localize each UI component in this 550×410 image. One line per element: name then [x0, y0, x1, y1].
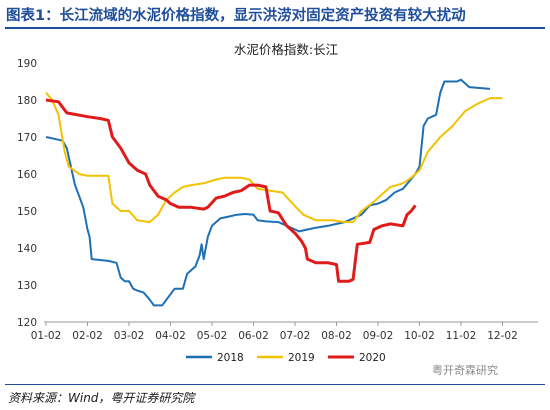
x-tick-label: 05-02: [197, 330, 228, 342]
x-tick-label: 03-02: [114, 330, 145, 342]
source-note: 资料来源：Wind，粤开证券研究院: [8, 391, 195, 405]
y-axis-ticks: 120 130 140 150 160 170 180 190: [17, 58, 37, 329]
series-line-2018: [45, 78, 491, 307]
watermark: 粤开奇霖研究: [432, 364, 498, 377]
figure-caption: 图表1：长江流域的水泥价格指数，显示洪涝对固定资产投资有较大扰动: [6, 8, 466, 24]
x-tick-label: 07-02: [280, 330, 311, 342]
x-axis-ticks: 01-02 02-02 03-02 04-02 05-02 06-02 07-02 08-02…: [31, 322, 518, 342]
x-tick-label: 04-02: [155, 330, 186, 342]
x-tick-label: 10-02: [404, 330, 435, 342]
x-tick-label: 11-02: [446, 330, 477, 342]
legend-label-2018: 2018: [217, 352, 244, 364]
x-tick-label: 08-02: [321, 330, 352, 342]
series-line-2020: [45, 98, 417, 283]
footer-divider: [5, 384, 545, 385]
y-tick-label: 160: [17, 169, 37, 181]
y-tick-label: 190: [17, 58, 37, 70]
y-tick-label: 130: [17, 280, 37, 292]
series-lines: [45, 78, 503, 307]
x-tick-label: 06-02: [238, 330, 269, 342]
header-divider: [5, 27, 545, 29]
series-line-2019: [45, 91, 503, 224]
chart-title: 水泥价格指数:长江: [234, 42, 338, 57]
legend-label-2019: 2019: [288, 352, 315, 364]
y-tick-label: 180: [17, 95, 37, 107]
x-tick-label: 02-02: [72, 330, 103, 342]
y-tick-label: 150: [17, 206, 37, 218]
x-tick-label: 09-02: [363, 330, 394, 342]
x-tick-label: 12-02: [487, 330, 518, 342]
y-tick-label: 120: [17, 317, 37, 329]
legend-label-2020: 2020: [359, 352, 386, 364]
y-tick-label: 170: [17, 132, 37, 144]
x-tick-label: 01-02: [31, 330, 62, 342]
legend: 2018 2019 2020: [186, 352, 386, 364]
y-tick-label: 140: [17, 243, 37, 255]
